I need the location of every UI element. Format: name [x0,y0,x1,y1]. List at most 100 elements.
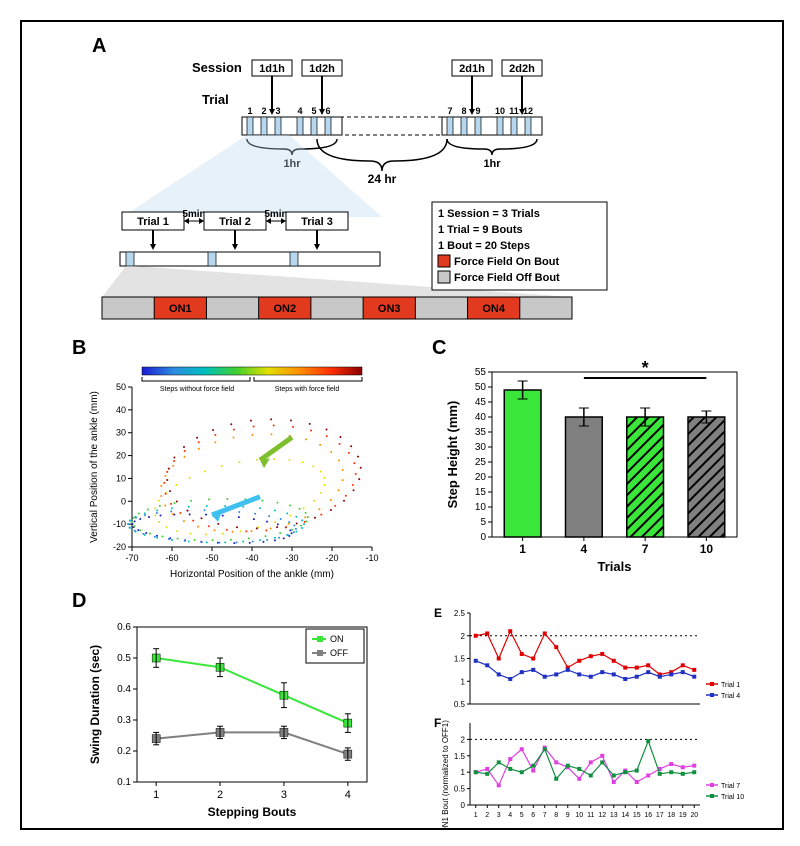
svg-text:ON1: ON1 [169,303,192,315]
svg-text:20: 20 [475,472,487,483]
svg-text:E: E [434,606,442,620]
figure-svg: ASession1d1h1d2h2d1h2d2hTrial12345678910… [22,22,782,828]
svg-text:8: 8 [461,106,466,116]
svg-text:Swing Duration (sec): Swing Duration (sec) [88,645,102,764]
svg-text:ON4: ON4 [482,303,506,315]
svg-text:D: D [72,590,86,612]
svg-text:10: 10 [475,502,487,513]
svg-text:-20: -20 [113,542,126,552]
svg-text:2: 2 [461,632,466,641]
svg-text:Trial: Trial [202,92,229,107]
svg-text:6: 6 [531,812,535,819]
svg-text:Trial 1: Trial 1 [721,682,740,689]
svg-text:19: 19 [679,812,687,819]
svg-text:0.1: 0.1 [117,777,131,788]
svg-text:1: 1 [474,812,478,819]
svg-text:18: 18 [667,812,675,819]
svg-text:1.5: 1.5 [454,752,466,761]
svg-text:11: 11 [587,812,594,819]
svg-text:30: 30 [116,428,126,438]
svg-text:1: 1 [461,768,466,777]
svg-text:8: 8 [554,812,558,819]
svg-text:1 Trial = 9 Bouts: 1 Trial = 9 Bouts [438,224,523,236]
svg-text:3: 3 [275,106,280,116]
svg-text:-30: -30 [285,553,298,563]
svg-text:1: 1 [153,789,159,801]
svg-text:5min: 5min [264,209,287,220]
svg-text:-70: -70 [125,553,138,563]
svg-text:4: 4 [508,812,512,819]
svg-text:B: B [72,337,86,359]
svg-text:0.5: 0.5 [454,785,466,794]
svg-text:0.4: 0.4 [117,684,131,695]
svg-text:*: * [642,358,649,378]
svg-text:ON: ON [330,634,344,644]
svg-text:1.5: 1.5 [454,655,466,664]
svg-text:11: 11 [509,106,519,116]
svg-text:-10: -10 [113,519,126,529]
svg-text:0: 0 [461,801,466,810]
svg-text:Trial 10: Trial 10 [721,794,744,801]
svg-text:4: 4 [297,106,302,116]
svg-text:ON3: ON3 [378,303,401,315]
svg-text:Trial 7: Trial 7 [721,783,740,790]
svg-text:Horizontal Position of the ank: Horizontal Position of the ankle (mm) [170,569,334,580]
svg-text:40: 40 [116,405,126,415]
svg-text:Step Heights in ON1 Bout (norm: Step Heights in ON1 Bout (normalized to … [441,720,450,828]
svg-text:20: 20 [116,451,126,461]
svg-text:10: 10 [495,106,505,116]
svg-text:1: 1 [247,106,252,116]
svg-text:5min: 5min [182,209,205,220]
svg-text:10: 10 [575,812,583,819]
svg-text:2: 2 [461,735,466,744]
svg-text:Steps with force field: Steps with force field [275,386,340,393]
svg-text:-10: -10 [365,553,378,563]
svg-text:1d2h: 1d2h [309,63,335,75]
svg-text:1 Bout = 20 Steps: 1 Bout = 20 Steps [438,240,530,252]
svg-text:Session: Session [192,60,242,75]
svg-text:Trial 2: Trial 2 [219,216,251,228]
svg-text:0: 0 [121,496,126,506]
svg-text:OFF: OFF [330,648,348,658]
svg-text:5: 5 [520,812,524,819]
svg-text:0.3: 0.3 [117,715,131,726]
svg-text:Trials: Trials [598,559,632,574]
svg-text:0: 0 [480,532,486,543]
svg-text:10: 10 [700,542,714,556]
svg-text:12: 12 [523,106,533,116]
svg-text:55: 55 [475,367,487,378]
svg-text:0.6: 0.6 [117,622,131,633]
svg-text:Step Height (mm): Step Height (mm) [445,401,460,509]
svg-text:10: 10 [116,473,126,483]
svg-text:30: 30 [475,442,487,453]
svg-text:4: 4 [345,789,351,801]
svg-text:2: 2 [261,106,266,116]
svg-text:1d1h: 1d1h [259,63,285,75]
svg-text:1: 1 [519,542,526,556]
svg-text:7: 7 [543,812,547,819]
svg-text:0.5: 0.5 [117,653,131,664]
svg-text:6: 6 [325,106,330,116]
svg-text:3: 3 [497,812,501,819]
svg-text:-20: -20 [325,553,338,563]
svg-text:7: 7 [447,106,452,116]
svg-text:17: 17 [656,812,664,819]
svg-text:2: 2 [485,812,489,819]
svg-text:14: 14 [621,812,629,819]
svg-text:5: 5 [311,106,316,116]
svg-text:20: 20 [690,812,698,819]
svg-text:ON2: ON2 [273,303,296,315]
svg-text:1: 1 [461,677,466,686]
svg-text:Trial 1: Trial 1 [137,216,169,228]
svg-text:2: 2 [217,789,223,801]
svg-text:-40: -40 [245,553,258,563]
svg-text:45: 45 [475,397,487,408]
svg-text:2d2h: 2d2h [509,63,535,75]
svg-text:12: 12 [598,812,606,819]
svg-text:9: 9 [475,106,480,116]
svg-text:16: 16 [644,812,652,819]
svg-text:C: C [432,337,446,359]
svg-text:2d1h: 2d1h [459,63,485,75]
svg-text:5: 5 [480,517,486,528]
svg-text:25: 25 [475,457,487,468]
